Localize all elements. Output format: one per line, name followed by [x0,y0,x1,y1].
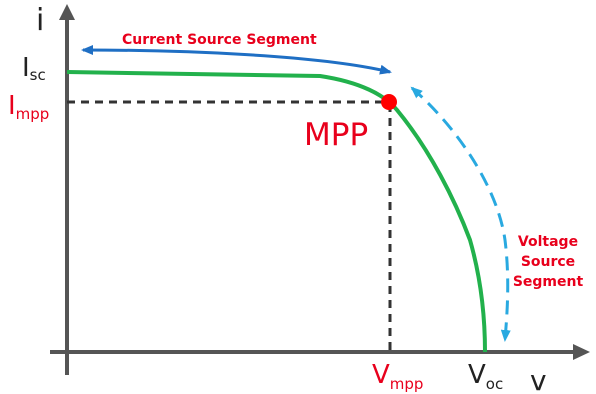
mpp-point [381,94,397,110]
voc-label: Voc [468,360,503,393]
voltage-segment-label-line1: Voltage [518,234,578,250]
current-source-arrow [83,50,390,72]
x-axis-arrowhead [573,344,590,360]
x-axis-label: v [530,364,547,394]
mpp-label: MPP [304,117,368,153]
y-axis-arrowhead [59,4,75,20]
voltage-segment-label-line3: Segment [513,274,584,290]
voltage-segment-label-line2: Source [521,254,575,270]
current-source-segment-label: Current Source Segment [122,32,317,48]
vmpp-label: Vmpp [372,360,423,393]
isc-label: Isc [22,53,46,84]
y-axis-label: i [36,3,44,38]
impp-label: Impp [8,91,49,123]
iv-curve [67,72,485,352]
